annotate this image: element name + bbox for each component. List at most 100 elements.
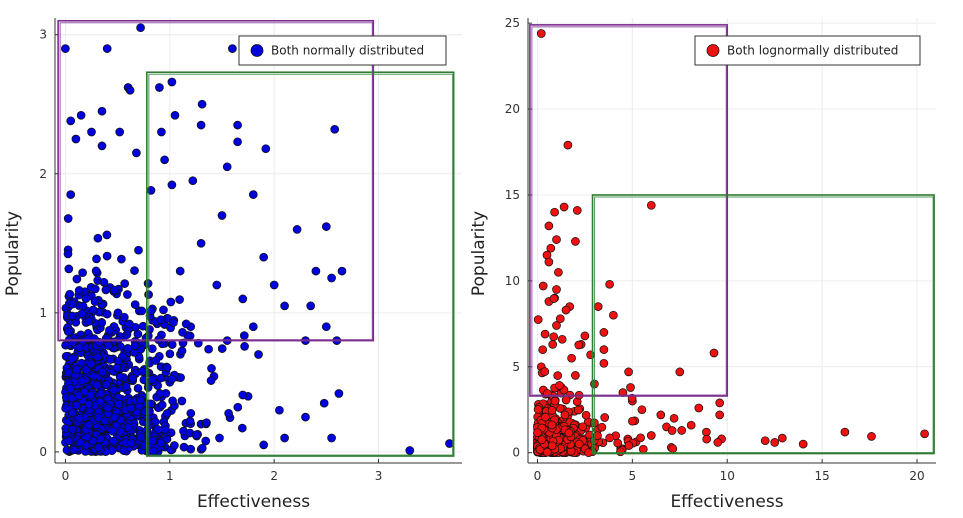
scatter-point bbox=[624, 441, 634, 450]
scatter-point bbox=[177, 396, 187, 406]
scatter-point bbox=[715, 410, 725, 420]
left-legend: Both normally distributed bbox=[238, 35, 447, 66]
scatter-point bbox=[109, 385, 119, 395]
scatter-point bbox=[146, 186, 156, 195]
right-axes-frame bbox=[527, 18, 936, 464]
scatter-point bbox=[207, 364, 216, 373]
scatter-point bbox=[330, 124, 340, 134]
x-tick-label-2: 2 bbox=[270, 469, 278, 483]
scatter-point bbox=[175, 266, 185, 276]
scatter-point bbox=[638, 444, 648, 454]
right-x-axis-label: Effectiveness bbox=[670, 492, 783, 512]
scatter-point bbox=[196, 238, 206, 248]
scatter-point bbox=[134, 245, 143, 255]
scatter-point bbox=[86, 390, 96, 400]
scatter-point bbox=[167, 180, 177, 190]
scatter-point bbox=[136, 23, 145, 33]
scatter-point bbox=[169, 318, 178, 327]
scatter-point bbox=[560, 410, 570, 420]
y-tick-label-3: 15 bbox=[505, 188, 520, 202]
scatter-point bbox=[597, 422, 607, 432]
scatter-point bbox=[76, 110, 86, 120]
scatter-point bbox=[146, 399, 156, 409]
scatter-point bbox=[88, 305, 98, 315]
scatter-point bbox=[593, 302, 603, 311]
scatter-point bbox=[536, 29, 546, 38]
scatter-point bbox=[136, 432, 146, 442]
left-annotations bbox=[57, 19, 455, 457]
scatter-point bbox=[920, 429, 929, 439]
scatter-point bbox=[170, 441, 179, 450]
scatter-point bbox=[202, 418, 211, 428]
scatter-point bbox=[155, 83, 164, 92]
scatter-point bbox=[68, 425, 77, 435]
scatter-point bbox=[148, 446, 158, 456]
scatter-point bbox=[552, 285, 561, 294]
scatter-point bbox=[81, 365, 91, 375]
scatter-point bbox=[715, 398, 725, 408]
scatter-point bbox=[131, 322, 140, 332]
scatter-point bbox=[130, 300, 140, 309]
scatter-point bbox=[96, 389, 106, 398]
y-tick-label-3: 3 bbox=[39, 28, 47, 42]
scatter-point bbox=[102, 380, 111, 390]
scatter-point bbox=[77, 309, 87, 319]
scatter-point bbox=[113, 308, 123, 318]
scatter-point bbox=[233, 120, 242, 130]
scatter-point bbox=[571, 371, 580, 380]
x-tick-label-1: 5 bbox=[629, 469, 637, 483]
scatter-point bbox=[167, 340, 177, 349]
scatter-point bbox=[67, 311, 77, 321]
scatter-point bbox=[547, 406, 557, 415]
scatter-point bbox=[121, 382, 131, 391]
scatter-point bbox=[90, 284, 100, 294]
scatter-point bbox=[540, 367, 550, 376]
scatter-point bbox=[646, 431, 656, 440]
scatter-point bbox=[64, 436, 74, 446]
x-tick-label-4: 20 bbox=[909, 469, 924, 483]
left-x-ticks: 0 1 2 3 bbox=[62, 459, 383, 483]
scatter-point bbox=[61, 44, 70, 53]
scatter-point bbox=[109, 436, 118, 446]
scatter-point bbox=[292, 225, 302, 234]
x-tick-label-3: 3 bbox=[375, 469, 383, 483]
scatter-point bbox=[254, 350, 263, 359]
right-scatter-points bbox=[533, 29, 929, 458]
scatter-point bbox=[550, 396, 560, 406]
scatter-point bbox=[147, 375, 157, 384]
scatter-point bbox=[327, 433, 336, 443]
x-tick-label-2: 10 bbox=[720, 469, 735, 483]
scatter-point bbox=[669, 413, 679, 423]
annotation-rectangle-1 bbox=[591, 194, 935, 455]
scatter-point bbox=[97, 141, 107, 151]
scatter-point bbox=[67, 408, 77, 418]
scatter-point bbox=[571, 237, 580, 246]
scatter-point bbox=[68, 299, 78, 309]
scatter-point bbox=[167, 374, 177, 384]
scatter-point bbox=[175, 295, 184, 304]
scatter-point bbox=[599, 328, 609, 337]
left-scatter-panel: 0 1 2 3 0 1 2 3 Effectiveness Popularity Both … bbox=[3, 18, 462, 512]
scatter-point bbox=[130, 341, 140, 351]
scatter-point bbox=[119, 312, 129, 322]
scatter-point bbox=[533, 315, 543, 324]
scatter-point bbox=[542, 447, 552, 457]
right-annotations bbox=[529, 24, 935, 455]
scatter-point bbox=[165, 349, 175, 359]
scatter-point bbox=[636, 433, 645, 443]
scatter-point bbox=[537, 435, 547, 445]
scatter-point bbox=[224, 408, 233, 418]
scatter-point bbox=[552, 235, 561, 244]
scatter-point bbox=[147, 344, 157, 354]
scatter-point bbox=[280, 433, 289, 443]
scatter-point bbox=[540, 329, 550, 339]
scatter-point bbox=[133, 383, 143, 393]
scatter-point bbox=[667, 426, 677, 435]
scatter-point bbox=[261, 144, 271, 154]
scatter-point bbox=[191, 430, 201, 440]
scatter-point bbox=[867, 432, 876, 441]
scatter-point bbox=[87, 127, 96, 137]
left-y-axis-label: Popularity bbox=[3, 211, 23, 296]
scatter-point bbox=[547, 441, 557, 451]
